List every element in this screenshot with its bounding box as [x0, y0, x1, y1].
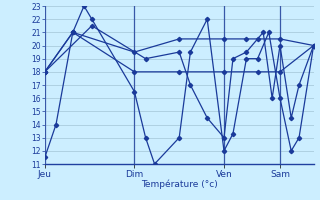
X-axis label: Température (°c): Température (°c) [141, 180, 218, 189]
